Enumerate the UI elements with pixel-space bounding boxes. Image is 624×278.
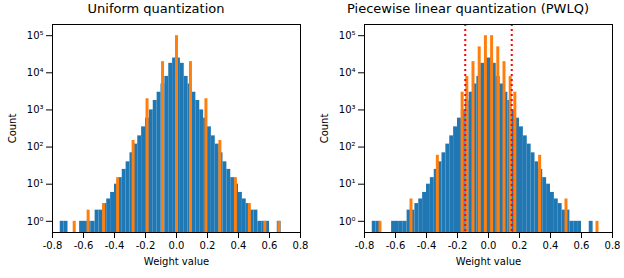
- svg-text:0.0: 0.0: [481, 240, 497, 251]
- svg-text:10⁵: 10⁵: [27, 30, 44, 41]
- html-text:Piecewise linear quantization: Piecewise linear quantization (PWLQ): [347, 1, 589, 16]
- svg-text:Count: Count: [7, 114, 18, 144]
- svg-text:10⁰: 10⁰: [27, 216, 44, 227]
- svg-text:-0.8: -0.8: [43, 240, 63, 251]
- svg-text:10⁰: 10⁰: [339, 216, 356, 227]
- svg-text:-0.6: -0.6: [386, 240, 406, 251]
- svg-text:10¹: 10¹: [27, 178, 44, 189]
- svg-text:10³: 10³: [339, 104, 356, 115]
- svg-text:0.6: 0.6: [574, 240, 590, 251]
- svg-text:0.0: 0.0: [169, 240, 185, 251]
- svg-text:Count: Count: [319, 114, 330, 144]
- svg-text:-0.8: -0.8: [355, 240, 375, 251]
- svg-text:10⁵: 10⁵: [339, 30, 356, 41]
- svg-text:0.4: 0.4: [543, 240, 559, 251]
- svg-text:10³: 10³: [27, 104, 44, 115]
- html-text:Uniform quantization: Uniform quantization: [87, 1, 225, 16]
- svg-text:10²: 10²: [339, 141, 356, 152]
- svg-text:-0.2: -0.2: [136, 240, 156, 251]
- svg-text:-0.4: -0.4: [417, 240, 437, 251]
- svg-text:0.2: 0.2: [200, 240, 216, 251]
- svg-text:Weight value: Weight value: [144, 256, 209, 267]
- svg-text:-0.6: -0.6: [74, 240, 94, 251]
- svg-text:0.2: 0.2: [512, 240, 528, 251]
- svg-text:Weight value: Weight value: [456, 256, 521, 267]
- svg-text:10²: 10²: [27, 141, 44, 152]
- svg-text:0.8: 0.8: [293, 240, 309, 251]
- svg-text:-0.4: -0.4: [105, 240, 125, 251]
- svg-text:0.8: 0.8: [605, 240, 621, 251]
- svg-text:10⁴: 10⁴: [27, 67, 44, 78]
- svg-text:0.6: 0.6: [262, 240, 278, 251]
- svg-text:10⁴: 10⁴: [339, 67, 356, 78]
- svg-text:-0.2: -0.2: [448, 240, 468, 251]
- svg-text:0.4: 0.4: [231, 240, 247, 251]
- svg-text:10¹: 10¹: [339, 178, 356, 189]
